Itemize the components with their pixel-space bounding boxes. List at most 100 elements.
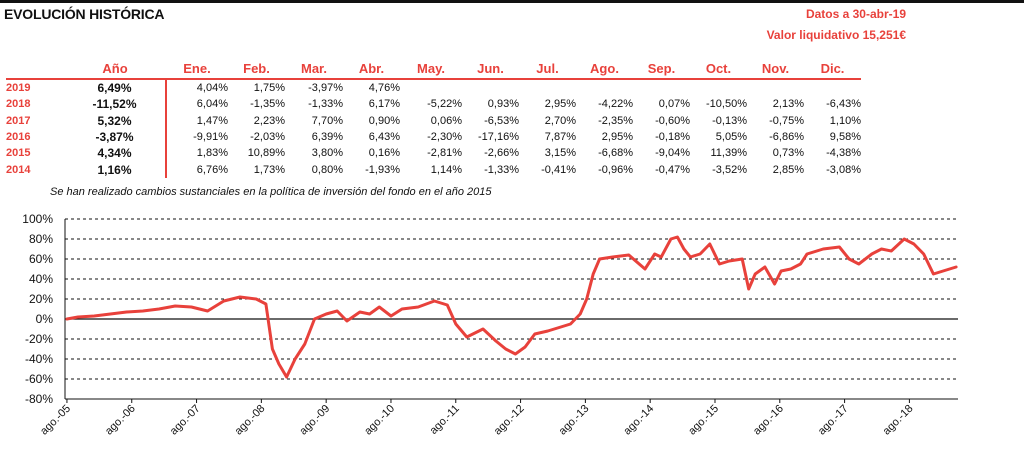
annual-return-cell: -11,52% (64, 96, 167, 113)
monthly-return-cell: 2,95% (601, 131, 633, 144)
monthly-return-cell: 5,05% (715, 131, 747, 144)
monthly-return-cell: 1,14% (430, 163, 462, 176)
monthly-return-cell: -6,86% (769, 131, 804, 144)
monthly-return-cell: 11,39% (710, 147, 748, 160)
header-rule (0, 0, 1024, 3)
monthly-return-cell: 2,85% (772, 163, 804, 176)
series-layer (65, 235, 958, 379)
x-tick-label: ago.-16 (751, 403, 786, 438)
monthly-return-cell: 6,17% (368, 98, 400, 111)
monthly-return-cell: -6,43% (826, 98, 861, 111)
monthly-return-cell: -5,22% (427, 98, 462, 111)
monthly-return-cell: 2,23% (253, 114, 285, 127)
monthly-return-cell: 6,76% (196, 163, 228, 176)
monthly-return-cell: -0,41% (541, 163, 576, 176)
monthly-return-cell: 1,73% (253, 163, 285, 176)
monthly-return-cell: 3,80% (311, 147, 343, 160)
monthly-return-cell: 0,93% (487, 98, 519, 111)
month-column-header: Ago. (576, 58, 633, 80)
monthly-return-cell: 0,90% (368, 114, 400, 127)
axes (64, 219, 958, 400)
y-tick-label: 0% (36, 312, 54, 326)
x-axis-ticks: ago.-05 ago.-06 ago.-07 ago.-08 ago.-09 ago.-… (38, 399, 916, 438)
monthly-return-cell: -2,35% (598, 114, 633, 127)
year-cell: 2017 (6, 114, 31, 127)
x-tick-label: ago.-05 (38, 403, 73, 438)
y-tick-label: 20% (29, 292, 53, 306)
monthly-return-cell: -9,91% (193, 131, 228, 144)
annual-return-cell: 6,49% (64, 79, 167, 97)
y-tick-label: 80% (29, 232, 53, 246)
table-row: 2015 4,34% 1,83% 10,89% 3,80% 0,16% -2,81% -2,6… (6, 145, 861, 162)
monthly-return-cell (576, 79, 633, 96)
monthly-return-cell: -0,96% (598, 163, 633, 176)
monthly-return-cell: -6,53% (484, 114, 519, 127)
returns-table: Año Ene. Feb. Mar. Abr. May. Jun. Jul. Ago. Sep. O… (6, 58, 861, 178)
monthly-return-cell (804, 79, 861, 96)
monthly-return-cell: 10,89% (247, 147, 285, 160)
annual-column-header: Año (64, 58, 166, 80)
month-column-header: Sep. (633, 58, 690, 80)
table-row: 2019 6,49% 4,04% 1,75% -3,97% 4,76% (6, 79, 861, 97)
monthly-return-cell: -1,33% (308, 98, 343, 111)
x-tick-label: ago.-06 (103, 403, 138, 438)
monthly-return-cell (747, 79, 804, 96)
monthly-return-cell: 2,70% (544, 114, 576, 127)
monthly-return-cell: 7,70% (311, 114, 343, 127)
monthly-return-cell: 1,47% (196, 114, 228, 127)
year-cell: 2015 (6, 147, 31, 160)
year-cell: 2014 (6, 163, 31, 176)
monthly-return-cell (400, 79, 462, 96)
monthly-return-cell: -0,18% (655, 131, 690, 144)
monthly-return-cell: -6,68% (598, 147, 633, 160)
table-row: 2014 1,16% 6,76% 1,73% 0,80% -1,93% 1,14% -1,33… (6, 161, 861, 178)
month-column-header: Ene. (166, 58, 228, 80)
y-tick-label: -80% (25, 392, 53, 406)
month-column-header: Jul. (519, 58, 576, 80)
monthly-return-cell (462, 79, 519, 96)
year-cell: 2018 (6, 98, 31, 111)
historical-performance-chart: 100% 80% 60% 40% 20% 0% -20% -40% -60% -80% ago.-… (22, 212, 958, 438)
monthly-return-cell: 1,83% (196, 147, 228, 160)
x-tick-label: ago.-15 (686, 403, 721, 438)
monthly-return-cell: 0,07% (658, 98, 690, 111)
monthly-return-cell: 6,39% (311, 131, 343, 144)
data-date-label: Datos a 30-abr-19 (805, 7, 906, 21)
x-tick-label: ago.-18 (881, 403, 916, 438)
monthly-return-cell: -2,03% (250, 131, 285, 144)
month-column-header: Dic. (804, 58, 861, 80)
policy-change-note: Se han realizado cambios sustanciales en… (50, 186, 492, 198)
monthly-return-cell: 2,95% (544, 98, 576, 111)
monthly-return-cell: 1,10% (829, 114, 861, 127)
table-row: 2016 -3,87% -9,91% -2,03% 6,39% 6,43% -2,30% -1… (6, 128, 861, 146)
table-row: 2018 -11,52% 6,04% -1,35% -1,33% 6,17% -5,22% 0… (6, 96, 861, 113)
monthly-return-cell: 2,13% (772, 98, 804, 111)
x-tick-label: ago.-10 (362, 403, 397, 438)
series-line (65, 235, 958, 379)
month-column-header: Nov. (747, 58, 804, 80)
y-axis-ticks: 100% 80% 60% 40% 20% 0% -20% -40% -60% -80% (22, 212, 53, 406)
annual-return-cell: 4,34% (64, 145, 167, 162)
y-tick-label: -20% (25, 332, 53, 346)
month-column-header: May. (400, 58, 462, 80)
y-tick-label: 40% (29, 272, 53, 286)
monthly-return-cell: -0,13% (712, 114, 747, 127)
monthly-return-cell (519, 79, 576, 96)
x-tick-label: ago.-12 (492, 403, 527, 438)
monthly-return-cell: -1,93% (365, 163, 400, 176)
month-column-header: Feb. (228, 58, 285, 80)
monthly-return-cell: 4,04% (196, 82, 228, 95)
monthly-return-cell: 3,15% (544, 147, 576, 160)
monthly-return-cell: -3,08% (826, 163, 861, 176)
x-tick-label: ago.-09 (297, 403, 332, 438)
y-tick-label: -60% (25, 372, 53, 386)
x-tick-label: ago.-07 (168, 403, 203, 438)
monthly-return-cell: -10,50% (706, 98, 747, 111)
monthly-return-cell (633, 79, 690, 96)
monthly-return-cell: -4,38% (826, 147, 861, 160)
monthly-return-cell: 0,73% (772, 147, 804, 160)
table-row: 2017 5,32% 1,47% 2,23% 7,70% 0,90% 0,06% -6,53%… (6, 112, 861, 129)
monthly-return-cell: 4,76% (368, 82, 400, 95)
month-column-header: Abr. (343, 58, 400, 80)
monthly-return-cell: 0,16% (368, 147, 400, 160)
